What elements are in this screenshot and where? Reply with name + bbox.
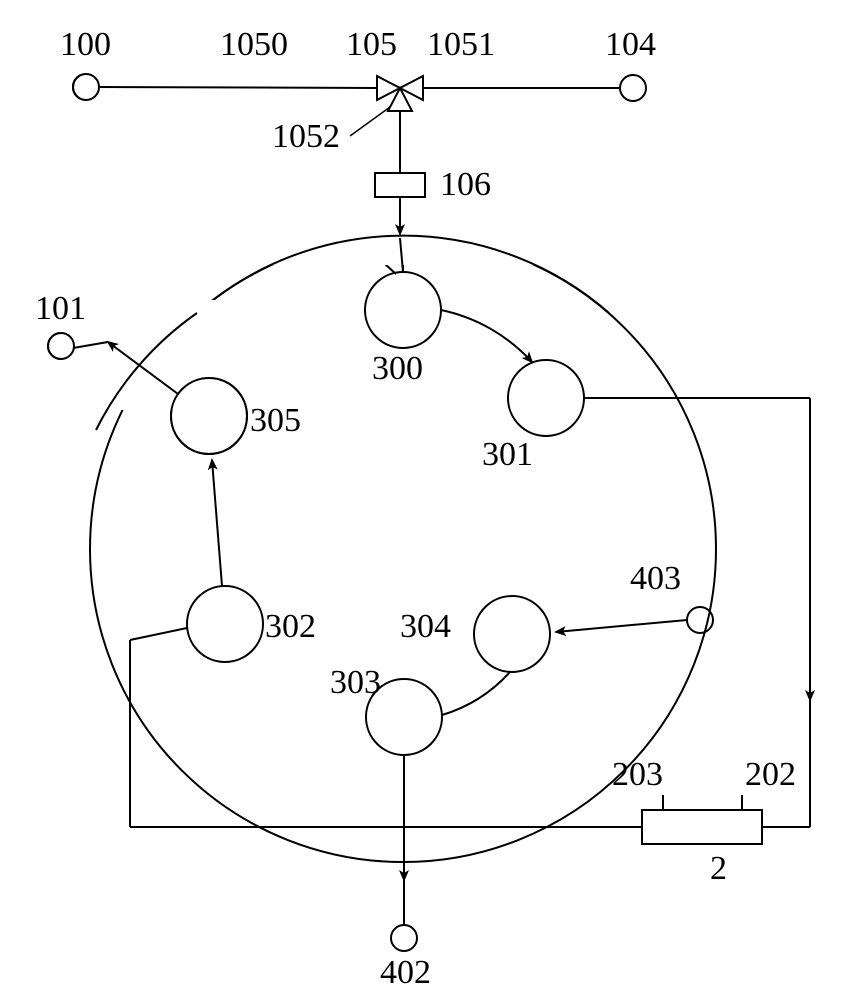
label-106: 106 [440, 168, 491, 202]
line-100-valve [99, 87, 377, 88]
label-1050: 1050 [220, 28, 288, 62]
label-303: 303 [330, 666, 381, 700]
label-403: 403 [630, 562, 681, 596]
arc-303-304 [442, 672, 510, 715]
label-101: 101 [35, 292, 86, 326]
label-304: 304 [400, 610, 451, 644]
component-2 [642, 810, 762, 844]
node-302 [187, 586, 263, 662]
label-100: 100 [60, 28, 111, 62]
port-403 [687, 607, 713, 633]
line-403-304 [556, 620, 687, 632]
line-into-302 [130, 628, 187, 640]
line-302-305 [212, 460, 222, 586]
label-202: 202 [745, 758, 796, 792]
node-304 [474, 596, 550, 672]
label-301: 301 [482, 438, 533, 472]
label-302: 302 [265, 610, 316, 644]
label-2: 2 [710, 852, 727, 886]
arc-300-301 [441, 310, 532, 362]
label-1052: 1052 [272, 120, 340, 154]
label-305: 305 [250, 404, 301, 438]
label-105: 105 [346, 28, 397, 62]
label-203: 203 [612, 758, 663, 792]
label-300: 300 [372, 352, 423, 386]
label-402: 402 [380, 956, 431, 990]
label-1051: 1051 [427, 28, 495, 62]
label-104: 104 [605, 28, 656, 62]
schematic-diagram [0, 0, 862, 1000]
node-301 [508, 360, 584, 436]
port-402 [391, 925, 417, 951]
node-300 [365, 272, 441, 348]
